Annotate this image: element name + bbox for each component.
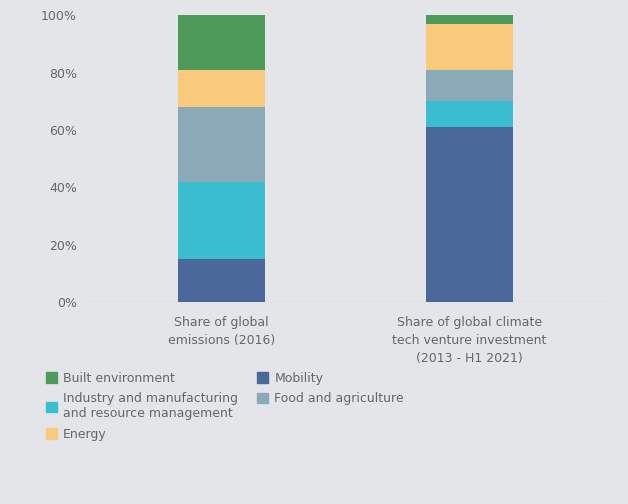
- Bar: [178, 259, 265, 302]
- Bar: [178, 15, 265, 70]
- Bar: [178, 182, 265, 259]
- Bar: [178, 107, 265, 182]
- Legend: Built environment, Industry and manufacturing
and resource management, Energy, M: Built environment, Industry and manufact…: [46, 372, 404, 441]
- Bar: [178, 70, 265, 107]
- Bar: [426, 70, 513, 101]
- Bar: [426, 24, 513, 70]
- Bar: [426, 15, 513, 24]
- Bar: [426, 127, 513, 302]
- Bar: [426, 101, 513, 127]
